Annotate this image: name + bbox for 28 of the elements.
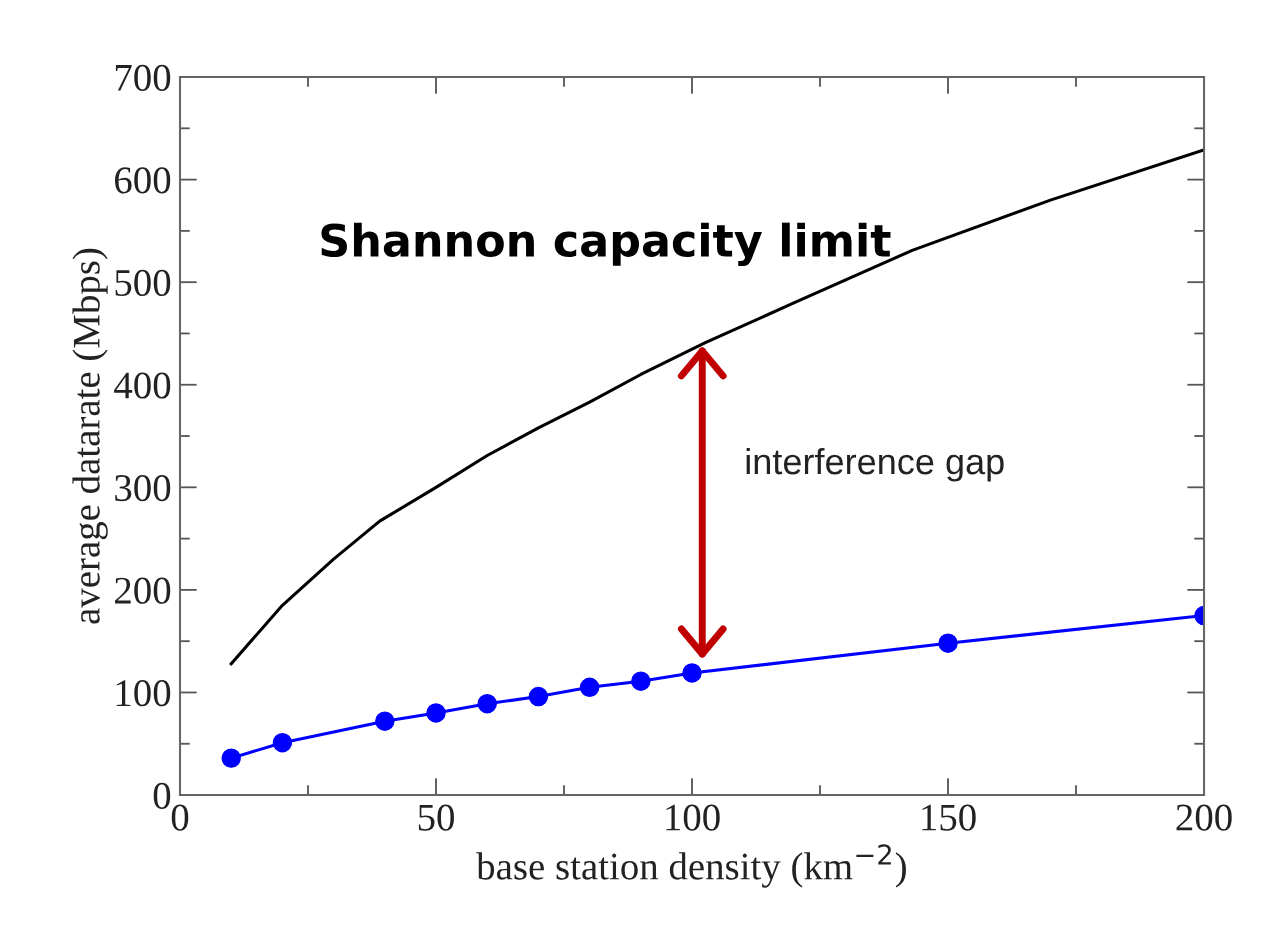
x-tick-label: 100 — [666, 804, 720, 831]
x-tick-label: 150 — [922, 804, 976, 831]
y-tick-label: 700 — [115, 64, 171, 91]
y-tick-label: 200 — [115, 577, 171, 604]
y-tick-label: 400 — [114, 372, 171, 399]
point — [477, 694, 497, 714]
y-tick-label: 100 — [116, 680, 171, 707]
y-tick-label: 600 — [115, 167, 171, 194]
point — [579, 677, 600, 698]
annotation: interference gap — [746, 447, 1004, 482]
annotation: Shannon capacity limit — [321, 222, 891, 267]
point — [682, 663, 702, 683]
point — [426, 703, 446, 723]
x-tick-label: 50 — [418, 804, 454, 831]
point — [528, 686, 549, 707]
point — [272, 733, 293, 753]
point — [631, 671, 651, 691]
point — [375, 711, 395, 731]
line-series — [229, 148, 1205, 666]
y-tick-label: 300 — [115, 474, 171, 502]
point — [938, 633, 958, 653]
y-tick-label: 0 — [153, 782, 171, 809]
y-tick-label: 500 — [115, 269, 171, 297]
y-axis-title: average datarate (Mbps) — [72, 248, 108, 624]
point — [221, 748, 241, 768]
x-tick-label: 200 — [1176, 804, 1232, 831]
x-axis-title: base station density (km$^{−2}$) — [476, 844, 906, 888]
x-tick-label: 0 — [171, 804, 189, 831]
